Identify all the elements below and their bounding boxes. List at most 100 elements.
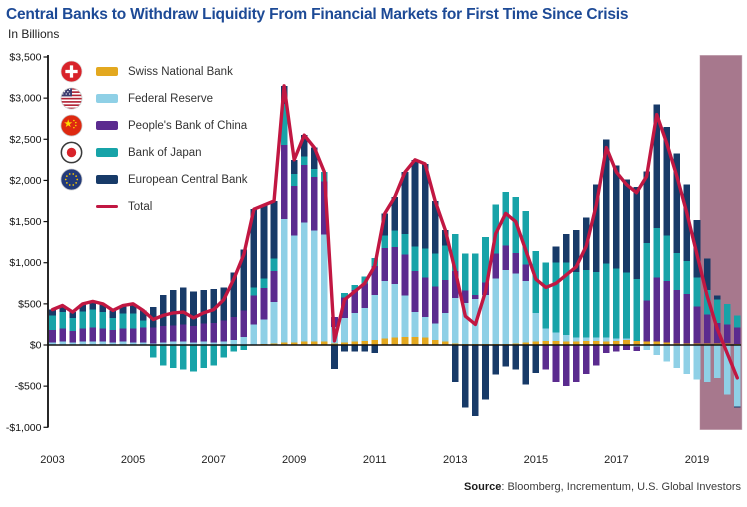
bar-segment	[532, 345, 540, 373]
bar-segment	[723, 324, 731, 344]
bar-segment	[200, 345, 207, 369]
bar-segment	[220, 345, 227, 358]
bar-segment	[492, 278, 499, 345]
bar-segment	[159, 345, 167, 366]
bar-segment	[391, 337, 399, 345]
bar-segment	[462, 253, 469, 291]
bar-segment	[139, 320, 147, 328]
bar-segment	[270, 302, 278, 344]
bar-segment	[512, 273, 520, 344]
bar-segment	[190, 326, 197, 343]
bar-segment	[532, 341, 540, 345]
bar-segment	[542, 262, 550, 329]
bar-segment	[653, 228, 660, 278]
bar-segment	[482, 345, 489, 400]
bar-segment	[260, 205, 268, 279]
bar-segment	[562, 233, 570, 263]
bar-segment	[180, 324, 187, 342]
bar-segment	[703, 289, 711, 315]
svg-text:2015: 2015	[524, 454, 548, 466]
bar-segment	[663, 126, 671, 236]
bar-segment	[69, 317, 76, 332]
bar-segment	[280, 219, 288, 343]
bar-segment	[331, 345, 338, 369]
bar-segment	[210, 345, 217, 366]
bar-segment	[673, 345, 681, 369]
legend-label-pboc: People's Bank of China	[128, 119, 248, 132]
bar-segment	[452, 345, 459, 383]
bar-segment	[623, 338, 630, 341]
bar-segment	[663, 235, 671, 281]
bar-segment	[431, 201, 439, 254]
bar-segment	[643, 171, 650, 243]
total-line-swatch	[96, 204, 118, 209]
svg-text:2019: 2019	[685, 454, 709, 466]
bar-segment	[683, 184, 691, 262]
bar-segment	[462, 345, 469, 408]
bar-segment	[49, 330, 56, 343]
bar-segment	[351, 312, 358, 342]
bar-segment	[613, 268, 620, 339]
swiss-flag-icon	[60, 60, 83, 83]
bar-segment	[180, 341, 187, 345]
bar-segment	[582, 345, 590, 374]
bar-segment	[260, 278, 268, 289]
bar-segment	[341, 345, 348, 352]
bar-segment	[69, 331, 76, 343]
bar-segment	[290, 159, 298, 174]
bar-segment	[79, 303, 87, 312]
bar-segment	[542, 340, 550, 345]
bar-segment	[290, 235, 298, 343]
bar-segment	[69, 342, 76, 345]
page-title: Central Banks to Withdraw Liquidity From…	[6, 6, 629, 23]
bar-segment	[613, 345, 620, 352]
bar-segment	[280, 342, 288, 345]
bar-segment	[723, 303, 731, 325]
bar-segment	[653, 341, 660, 345]
bar-segment	[552, 246, 560, 263]
legend-item-fed: Federal Reserve	[60, 85, 248, 112]
bar-segment	[441, 229, 449, 246]
bar-segment	[502, 345, 509, 367]
bar-segment	[381, 338, 389, 345]
bar-segment	[129, 303, 137, 314]
boj-color-swatch	[96, 148, 118, 157]
bar-segment	[99, 303, 107, 313]
bar-segment	[572, 229, 580, 272]
bar-segment	[220, 287, 227, 321]
bar-segment	[462, 303, 469, 345]
bar-segment	[411, 270, 419, 313]
legend-label-ecb: European Central Bank	[128, 173, 248, 186]
bar-segment	[139, 310, 147, 321]
bar-segment	[351, 341, 358, 345]
bar-segment	[562, 262, 570, 336]
bar-segment	[542, 328, 550, 341]
bar-segment	[381, 213, 389, 236]
bar-segment	[361, 283, 368, 308]
bar-segment	[149, 327, 157, 344]
bar-segment	[512, 345, 520, 370]
bar-segment	[431, 340, 439, 345]
bar-segment	[673, 252, 681, 290]
bar-segment	[452, 233, 459, 271]
svg-text:$2,000: $2,000	[9, 175, 41, 187]
source-prefix: Source	[464, 481, 502, 493]
bar-segment	[572, 345, 580, 383]
bar-segment	[159, 326, 167, 343]
bar-segment	[220, 341, 227, 345]
bar-segment	[321, 341, 328, 345]
legend-item-ecb: European Central Bank	[60, 166, 248, 193]
bar-segment	[401, 233, 409, 255]
bar-segment	[693, 277, 701, 307]
bar-segment	[280, 103, 288, 146]
bar-segment	[109, 317, 117, 331]
svg-text:2009: 2009	[282, 454, 306, 466]
bar-segment	[441, 279, 449, 313]
ecb-color-swatch	[96, 175, 118, 184]
bar-segment	[713, 343, 721, 345]
bar-segment	[733, 327, 741, 345]
bar-segment	[381, 280, 389, 339]
bar-segment	[371, 345, 379, 354]
bar-segment	[79, 341, 87, 345]
bar-segment	[502, 191, 509, 246]
